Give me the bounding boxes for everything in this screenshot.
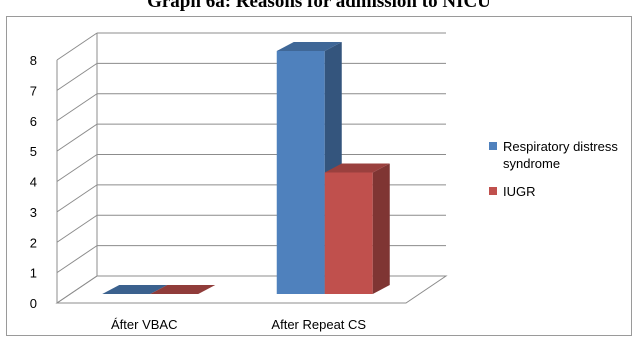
bar-rds-repeat-cs-top — [276, 42, 342, 51]
y-tick-label: 5 — [30, 144, 37, 159]
y-tick-label: 7 — [30, 83, 37, 98]
legend-swatch-iugr — [489, 187, 497, 195]
y-tick-label: 0 — [30, 296, 37, 311]
gridline-side — [56, 32, 98, 61]
bar-rds-vbac-top — [102, 285, 168, 294]
x-category-label: After Repeat CS — [271, 317, 366, 332]
gridline-side — [56, 154, 98, 182]
legend-label-iugr: IUGR — [503, 184, 536, 199]
y-tick-label: 1 — [30, 266, 37, 281]
bar-iugr-repeat-cs-top — [324, 163, 390, 173]
gridline-side — [56, 214, 98, 243]
chart-title: Graph 6a: Reasons for admission to NICU — [147, 0, 491, 12]
x-category-label: Áfter VBAC — [111, 317, 177, 332]
gridline-side — [56, 184, 98, 213]
legend-swatch-rds — [489, 142, 497, 150]
gridline-side — [56, 93, 98, 122]
legend-label-rds: Respiratory distress syndrome — [503, 139, 618, 171]
chart-floor — [55, 275, 448, 304]
chart-frame — [6, 16, 632, 336]
bar-iugr-repeat-cs-side — [372, 163, 390, 294]
chart-legend: Respiratory distress syndrome IUGR — [489, 138, 637, 211]
y-tick-label: 3 — [30, 205, 37, 220]
y-tick-label: 2 — [30, 235, 37, 250]
bar-rds-repeat-cs — [276, 51, 325, 294]
bar-iugr-vbac-top — [150, 285, 216, 294]
gridline-side — [56, 245, 98, 274]
legend-item-iugr: IUGR — [489, 183, 637, 200]
y-tick-label: 8 — [30, 53, 37, 68]
gridline-side — [56, 62, 98, 91]
y-tick-label: 6 — [30, 114, 37, 129]
y-tick-label: 4 — [30, 175, 37, 190]
legend-item-rds: Respiratory distress syndrome — [489, 138, 637, 172]
bar-iugr-repeat-cs — [324, 172, 373, 294]
gridline-side — [56, 123, 98, 152]
